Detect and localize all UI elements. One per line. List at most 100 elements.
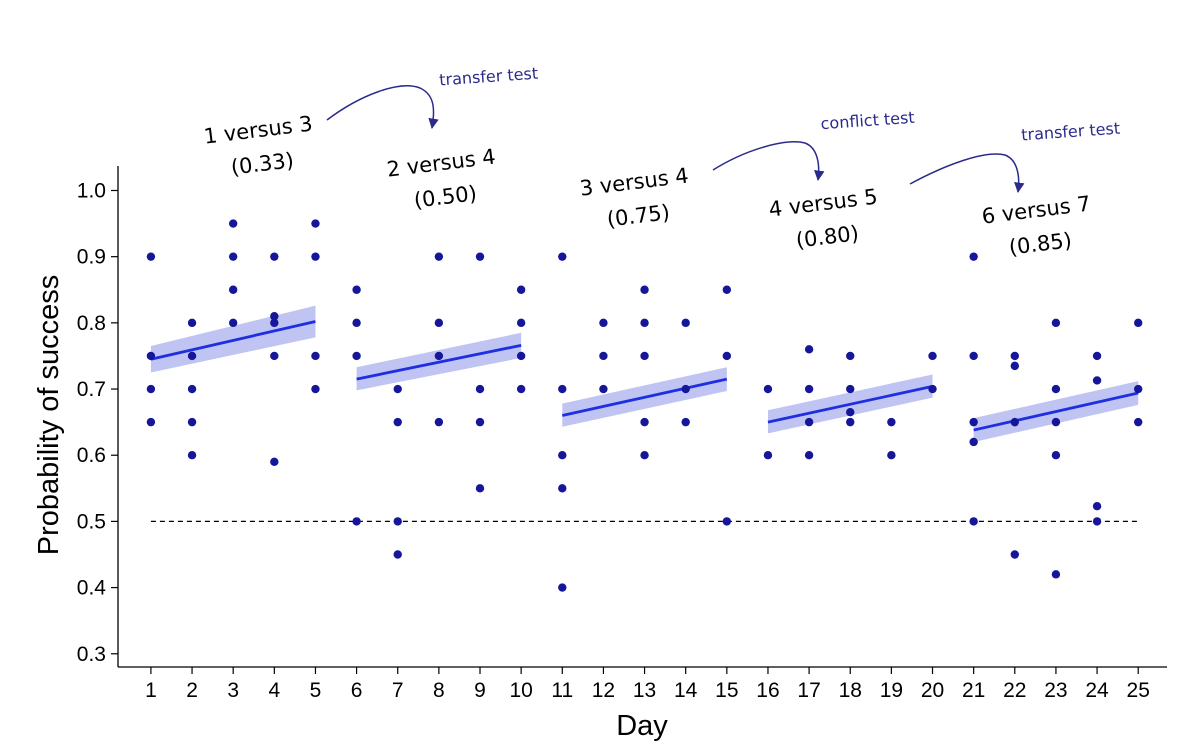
data-point (928, 384, 937, 394)
data-point (311, 219, 320, 228)
data-point (311, 351, 320, 361)
data-point (393, 550, 402, 559)
data-point (846, 417, 855, 427)
fit-line-4 (767, 385, 933, 424)
x-tick-label: 5 (310, 679, 322, 702)
data-point (516, 351, 526, 361)
data-point (804, 384, 814, 394)
annotation-arrow (909, 153, 1025, 194)
x-tick-label: 12 (592, 679, 615, 702)
x-tick-label: 18 (839, 679, 862, 702)
data-point (475, 484, 485, 493)
y-tick-label: 0.9 (77, 246, 106, 269)
data-point (558, 384, 567, 394)
data-point (187, 351, 197, 361)
block-probability-label: (0.50) (413, 181, 479, 213)
data-point (475, 252, 485, 261)
data-point (846, 407, 855, 417)
data-point (352, 318, 361, 328)
data-point (640, 351, 649, 361)
data-point (681, 384, 690, 394)
data-point (640, 451, 649, 460)
y-tick-label: 0.4 (77, 577, 107, 600)
data-point (516, 384, 526, 394)
block-pair-label: 3 versus 4 (578, 164, 689, 201)
data-point (516, 318, 526, 328)
data-point (599, 318, 608, 328)
data-point (640, 417, 649, 427)
data-point (228, 219, 238, 228)
data-point (558, 484, 567, 493)
data-point (475, 384, 485, 394)
data-point (928, 351, 937, 361)
data-point (1051, 417, 1061, 427)
data-point (558, 583, 567, 592)
data-point (1051, 318, 1061, 328)
x-tick-label: 8 (433, 679, 445, 702)
block-label-4: 4 versus 5(0.80) (767, 185, 878, 253)
data-point (558, 252, 567, 261)
data-point (763, 451, 773, 460)
y-tick-label: 0.8 (77, 312, 106, 335)
x-tick-label: 14 (674, 679, 698, 702)
block-label-5: 6 versus 7(0.85) (980, 192, 1091, 260)
data-point (1051, 451, 1061, 460)
x-tick-label: 6 (351, 679, 363, 702)
data-point (969, 351, 978, 361)
data-point (846, 384, 855, 394)
block-labels: 1 versus 3(0.33) 2 versus 4(0.50) 3 versus… (202, 112, 1091, 260)
y-tick-label: 0.5 (77, 510, 106, 533)
x-tick-label: 1 (145, 679, 157, 702)
block-label-3: 3 versus 4(0.75) (578, 164, 689, 232)
data-point (146, 417, 156, 427)
data-point (763, 384, 773, 394)
data-point (270, 457, 279, 467)
data-point (804, 345, 814, 354)
regression-lines (150, 320, 1139, 432)
data-point (187, 318, 197, 328)
annotation-text: transfer test (439, 64, 539, 90)
data-point (393, 517, 402, 526)
data-point (969, 417, 978, 427)
x-tick-label: 15 (715, 679, 738, 702)
data-point (311, 252, 320, 261)
data-point (352, 517, 361, 526)
data-point (228, 285, 238, 294)
annotation-arrow (712, 141, 825, 182)
data-point (228, 318, 238, 328)
x-tick-label: 3 (227, 679, 239, 702)
block-probability-label: (0.75) (606, 200, 672, 232)
data-point (1092, 376, 1102, 385)
y-tick-label: 1.0 (77, 179, 106, 202)
data-point (187, 384, 197, 394)
data-point (434, 417, 444, 427)
data-point (846, 351, 855, 361)
x-tick-label: 7 (392, 679, 404, 702)
annotation-text: conflict test (820, 108, 915, 134)
data-points (146, 219, 1143, 592)
x-tick-label: 20 (921, 679, 944, 702)
data-point (270, 351, 279, 361)
x-tick-label: 16 (756, 679, 779, 702)
x-tick-label: 23 (1044, 679, 1067, 702)
x-tick-label: 11 (551, 679, 573, 702)
data-point (516, 285, 526, 294)
data-point (434, 252, 444, 261)
data-point (722, 351, 732, 361)
data-point (1134, 417, 1143, 427)
data-point (1134, 318, 1143, 328)
data-point (599, 384, 608, 394)
y-axis-title: Probability of success (33, 275, 65, 555)
block-pair-label: 1 versus 3 (202, 112, 313, 149)
data-point (146, 384, 156, 394)
data-point (270, 252, 279, 261)
data-point (187, 451, 197, 460)
data-point (434, 351, 444, 361)
data-point (1010, 351, 1019, 361)
data-point (887, 417, 896, 427)
data-point (681, 417, 690, 427)
data-point (1010, 361, 1019, 371)
data-point (270, 312, 279, 321)
data-point (393, 384, 402, 394)
